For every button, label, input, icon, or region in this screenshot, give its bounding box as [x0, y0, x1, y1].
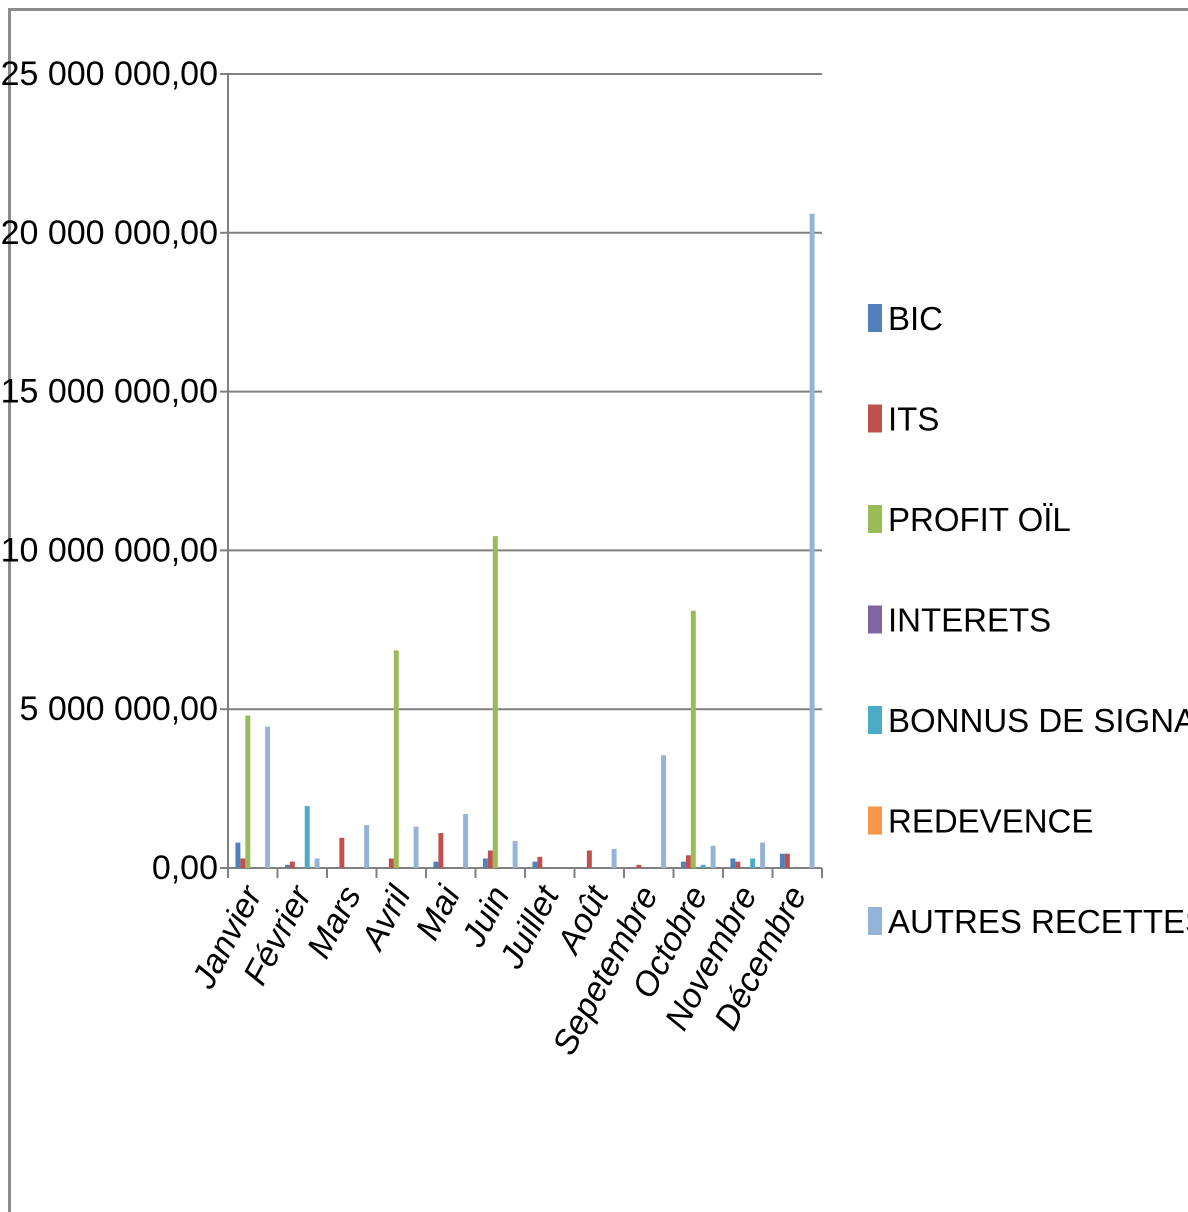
gridlines	[228, 73, 822, 711]
bar-its-décembre	[784, 853, 790, 868]
y-tick-label: 20 000 000,00	[1, 214, 218, 252]
y-tick-label: 25 000 000,00	[1, 55, 218, 93]
bar-its-sepetembre	[636, 864, 642, 868]
bar-bic-novembre	[730, 858, 736, 868]
legend: BIC ITS PROFIT OÏL INTERETS BONNUS DE SIGNAT…	[868, 300, 1188, 940]
legend-swatch	[868, 304, 882, 332]
bar-bonnus-de-signature-février	[304, 806, 310, 868]
bar-its-juillet	[537, 856, 543, 868]
y-tick-label: 10 000 000,00	[1, 531, 218, 569]
bar-autres-recettes-avril	[413, 826, 419, 868]
legend-label: AUTRES RECETTES	[888, 903, 1188, 940]
bar-its-mai	[438, 833, 444, 868]
bar-autres-recettes-décembre	[809, 213, 815, 869]
x-tick-label: Avril	[353, 879, 419, 958]
bar-autres-recettes-sepetembre	[661, 755, 667, 868]
y-axis-tick-labels: 0,00 5 000 000,00 10 000 000,00 15 000 000,…	[1, 55, 218, 887]
bar-bic-mai	[433, 861, 439, 868]
bar-profit-o-l-juin	[492, 536, 498, 868]
bar-autres-recettes-novembre	[760, 842, 766, 868]
legend-swatch	[868, 706, 882, 734]
axes	[220, 73, 823, 878]
bar-profit-o-l-avril	[393, 650, 399, 868]
bar-its-août	[586, 850, 592, 868]
bar-bic-février	[284, 864, 290, 868]
bar-autres-recettes-janvier	[265, 726, 271, 868]
legend-label: PROFIT OÏL	[888, 501, 1071, 538]
bar-autres-recettes-octobre	[710, 845, 716, 868]
bar-its-mars	[339, 837, 345, 868]
x-tick-label: Mars	[300, 880, 369, 965]
bar-autres-recettes-juin	[512, 841, 518, 868]
x-axis-tick-labels: JanvierFévrierMarsAvrilMaiJuinJuilletAoû…	[184, 878, 814, 1061]
bar-bic-octobre	[680, 861, 686, 868]
bar-its-janvier	[240, 858, 246, 868]
bar-autres-recettes-février	[314, 858, 320, 868]
bar-bonnus-de-signature-octobre	[700, 864, 706, 868]
bar-bonnus-de-signature-novembre	[750, 858, 756, 868]
bar-autres-recettes-mai	[463, 814, 469, 868]
bar-profit-o-l-octobre	[690, 610, 696, 868]
bar-bic-juin	[482, 858, 488, 868]
bar-bic-juillet	[532, 861, 538, 868]
chart-frame	[8, 8, 1188, 1212]
legend-swatch	[868, 404, 882, 433]
bars	[235, 213, 815, 869]
legend-swatch	[868, 907, 882, 935]
legend-label: BIC	[888, 300, 943, 337]
bar-profit-o-l-janvier	[245, 715, 251, 868]
legend-swatch	[868, 806, 882, 835]
bar-its-février	[289, 861, 295, 868]
legend-label: ITS	[888, 401, 939, 438]
bar-its-juin	[487, 850, 493, 868]
legend-swatch	[868, 505, 882, 533]
legend-label: REDEVENCE	[888, 803, 1093, 840]
y-tick-label: 15 000 000,00	[1, 373, 218, 411]
bar-its-novembre	[735, 861, 741, 868]
legend-label: BONNUS DE SIGNATURE	[888, 702, 1188, 739]
bar-its-octobre	[685, 855, 691, 868]
bar-autres-recettes-août	[611, 848, 617, 868]
bar-autres-recettes-mars	[364, 825, 370, 868]
y-tick-label: 5 000 000,00	[19, 690, 218, 728]
bar-bic-décembre	[779, 853, 785, 868]
legend-label: INTERETS	[888, 602, 1051, 639]
bar-its-avril	[388, 858, 394, 868]
y-tick-label: 0,00	[152, 849, 218, 887]
bar-bic-janvier	[235, 842, 241, 868]
legend-swatch	[868, 605, 882, 634]
